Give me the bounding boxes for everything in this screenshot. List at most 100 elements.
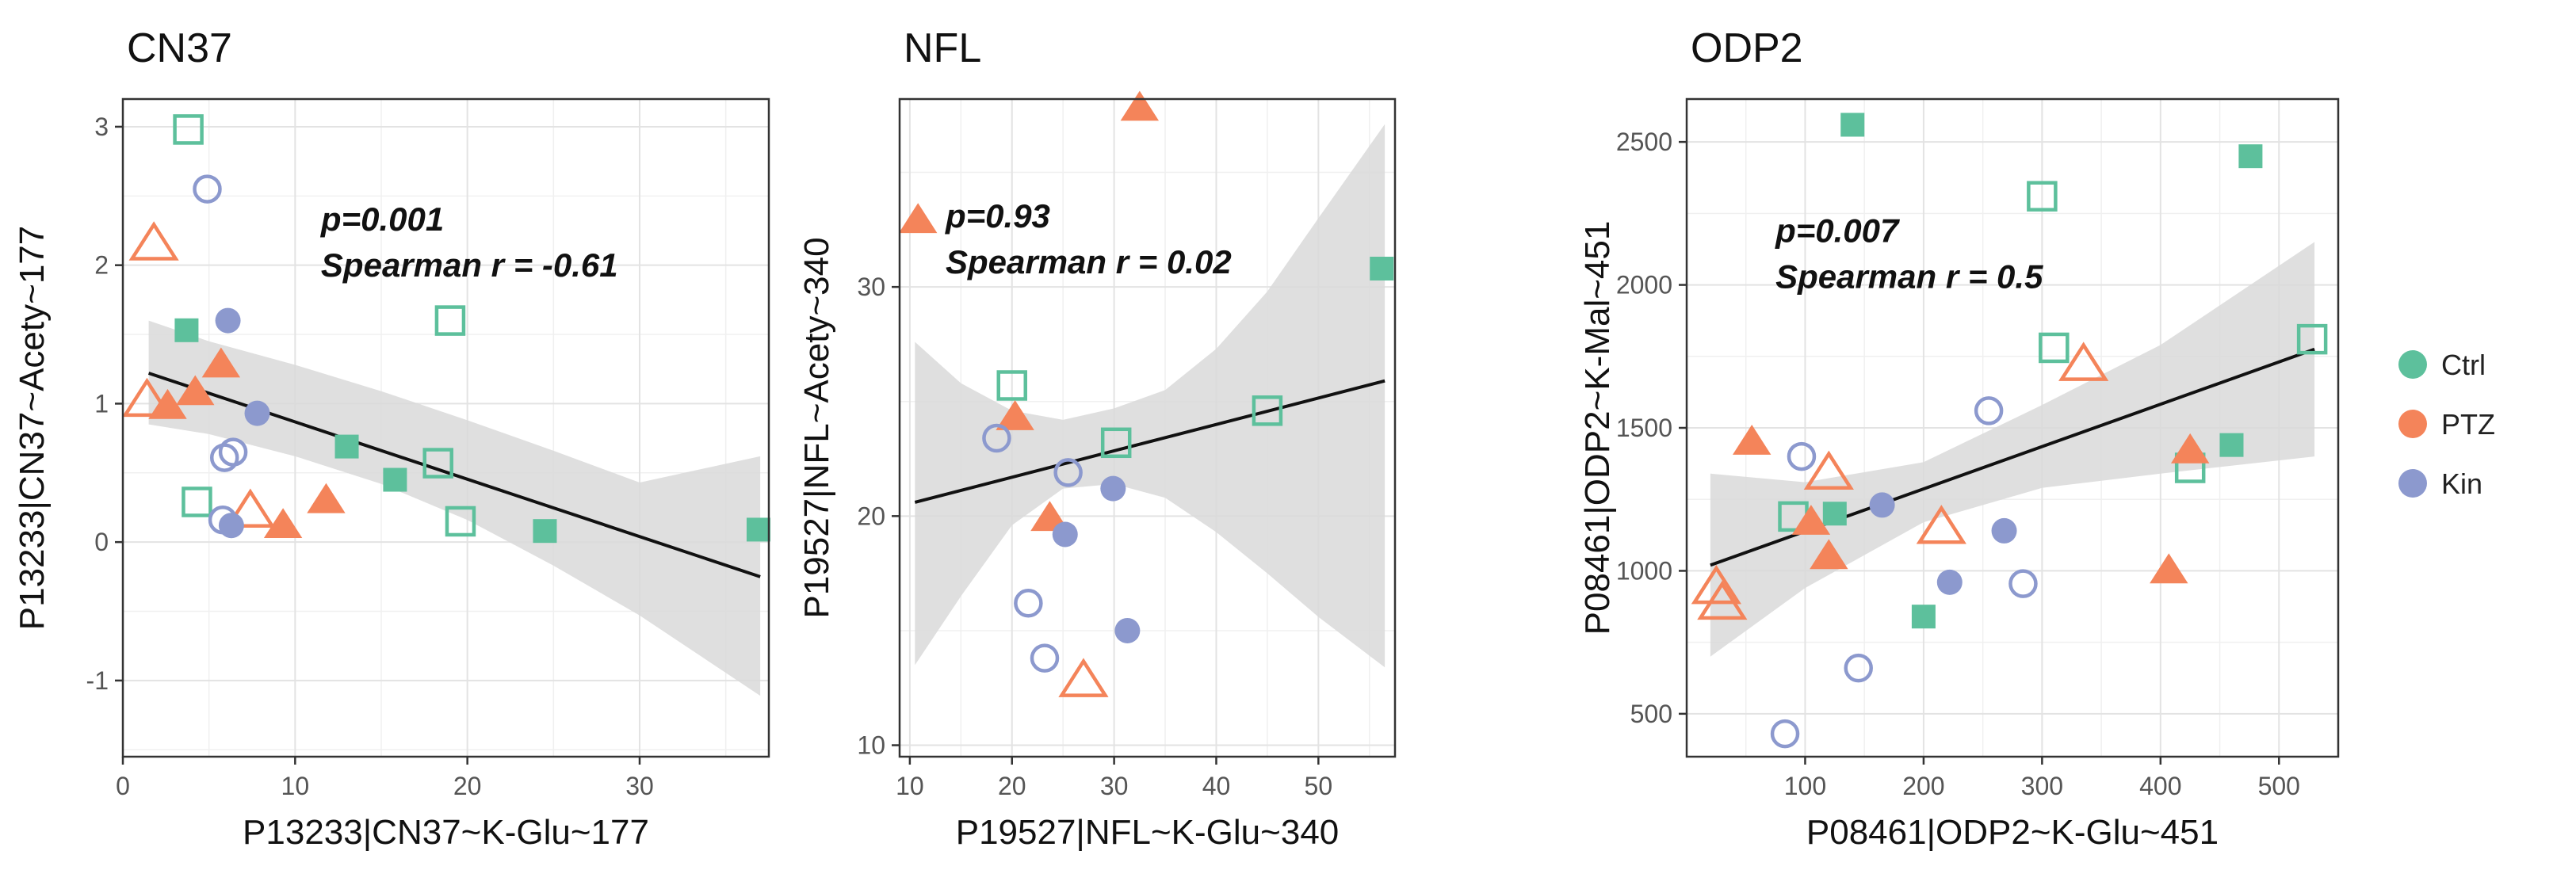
point-ptz-filled: [148, 388, 187, 419]
point-ptz-open: [225, 488, 276, 528]
point-kin-open: [982, 423, 1011, 453]
x-tick-label: 100: [1784, 772, 1826, 800]
y-axis-title: P08461|ODP2~K-Mal~451: [1578, 221, 1617, 635]
y-tick-label: 20: [857, 502, 885, 530]
x-tick-label: 300: [2021, 772, 2063, 800]
point-ptz-filled: [898, 203, 938, 234]
x-tick-label: 50: [1305, 772, 1333, 800]
point-ptz-open: [1697, 580, 1748, 620]
x-axis-title: P13233|CN37~K-Glu~177: [243, 813, 649, 852]
x-tick-label: 10: [281, 772, 310, 800]
point-kin-open: [1030, 643, 1060, 673]
point-ptz-filled: [1733, 425, 1771, 455]
point-kin-open: [1770, 719, 1800, 749]
panel-cn37: 0 10 20 30 -1 0 1 2 3 CN37 P13233|CN37~K-Glu~177 P1…: [13, 25, 770, 852]
panel-nfl: 10 20 30 40 50 10 20 30 NFL P19527|NFL~K-Glu~340 P…: [797, 25, 1397, 852]
y-tick-label: 1000: [1616, 556, 1672, 585]
x-tick-label: 30: [1100, 772, 1129, 800]
point-ctrl-open: [1100, 427, 1132, 459]
confidence-band: [915, 124, 1385, 668]
point-ptz-open: [1803, 450, 1854, 490]
point-ctrl-open: [182, 486, 212, 517]
point-kin-open: [2008, 569, 2038, 598]
point-ptz-filled: [1810, 539, 1848, 570]
x-tick-label: 200: [1902, 772, 1944, 800]
point-kin-open: [1053, 458, 1083, 487]
point-ptz-filled: [2170, 433, 2210, 464]
spearman-annotation: Spearman r = 0.02: [946, 243, 1232, 280]
point-ptz-filled: [201, 347, 241, 378]
point-ctrl-filled: [334, 434, 359, 459]
point-kin-open: [1014, 588, 1043, 618]
legend: Ctrl PTZ Kin: [2398, 349, 2495, 500]
y-axis-title: P19527|NFL~Acety~340: [797, 237, 836, 618]
y-tick-label: 1: [94, 389, 109, 418]
point-ptz-filled: [2150, 553, 2188, 584]
point-ptz-filled: [1120, 90, 1160, 121]
point-ctrl-filled: [174, 318, 199, 342]
x-tick-label: 40: [1202, 772, 1231, 800]
y-tick-label: 1500: [1616, 414, 1672, 442]
point-ctrl-open: [173, 114, 204, 145]
legend-key-ptz: [2398, 410, 2427, 438]
confidence-band: [1710, 242, 2315, 657]
point-ctrl-filled: [1370, 257, 1394, 281]
point-ptz-open: [1058, 658, 1109, 697]
point-ctrl-filled: [2219, 433, 2244, 457]
x-tick-label: 500: [2258, 772, 2300, 800]
point-ptz-open: [121, 377, 173, 418]
point-kin-filled: [218, 513, 244, 539]
point-ptz-open: [2058, 341, 2109, 381]
legend-label-ptz: PTZ: [2441, 408, 2495, 441]
p-value-annotation: p=0.007: [1775, 212, 1900, 249]
p-value-annotation: p=0.93: [945, 197, 1050, 235]
y-tick-label: 0: [94, 528, 109, 556]
x-tick-label: 400: [2139, 772, 2181, 800]
point-kin-filled: [244, 400, 270, 426]
point-ptz-filled: [996, 399, 1034, 430]
spearman-annotation: Spearman r = 0.5: [1775, 258, 2043, 295]
x-tick-label: 10: [896, 772, 924, 800]
point-kin-filled: [215, 307, 241, 334]
point-ctrl-open: [2039, 332, 2070, 364]
point-ptz-open: [128, 221, 179, 261]
panel-odp2: 100 200 300 400 500 500 1000 1500 2000 2500 ODP2 P0…: [1578, 25, 2340, 852]
panel-title: NFL: [904, 25, 981, 71]
point-kin-filled: [1100, 475, 1126, 502]
x-tick-label: 30: [625, 772, 654, 800]
y-tick-label: 2: [94, 251, 109, 280]
panel-border: [121, 97, 770, 758]
point-kin-filled: [1991, 517, 2017, 544]
x-axis-title: P19527|NFL~K-Glu~340: [956, 813, 1340, 852]
y-tick-label: -1: [86, 666, 109, 695]
point-ptz-filled: [263, 508, 303, 539]
point-kin-filled: [1114, 617, 1141, 643]
point-ctrl-open: [2296, 323, 2328, 355]
spearman-annotation: Spearman r = -0.61: [321, 246, 618, 284]
point-kin-filled: [1052, 521, 1078, 548]
y-tick-label: 10: [857, 731, 885, 760]
legend-label-kin: Kin: [2441, 467, 2482, 500]
point-ctrl-open: [2027, 181, 2058, 212]
point-ctrl-open: [1252, 395, 1283, 426]
point-kin-open: [1974, 396, 2004, 425]
x-tick-label: 20: [453, 772, 482, 800]
legend-key-ctrl: [2398, 350, 2427, 379]
point-ctrl-filled: [1840, 113, 1865, 137]
y-tick-label: 3: [94, 113, 109, 141]
y-tick-label: 30: [857, 273, 885, 301]
panel-title: CN37: [127, 25, 232, 71]
point-ctrl-open: [445, 506, 476, 537]
legend-label-ctrl: Ctrl: [2441, 349, 2486, 381]
point-ptz-filled: [176, 375, 215, 406]
legend-key-kin: [2398, 469, 2427, 498]
point-ptz-filled: [1791, 505, 1831, 535]
point-ptz-open: [1916, 505, 1966, 544]
y-tick-label: 2500: [1616, 128, 1672, 156]
point-kin-open: [1787, 441, 1817, 471]
point-ctrl-open: [434, 305, 466, 336]
point-ctrl-open: [422, 448, 453, 479]
y-tick-label: 500: [1630, 700, 1672, 728]
point-kin-open: [193, 174, 222, 204]
